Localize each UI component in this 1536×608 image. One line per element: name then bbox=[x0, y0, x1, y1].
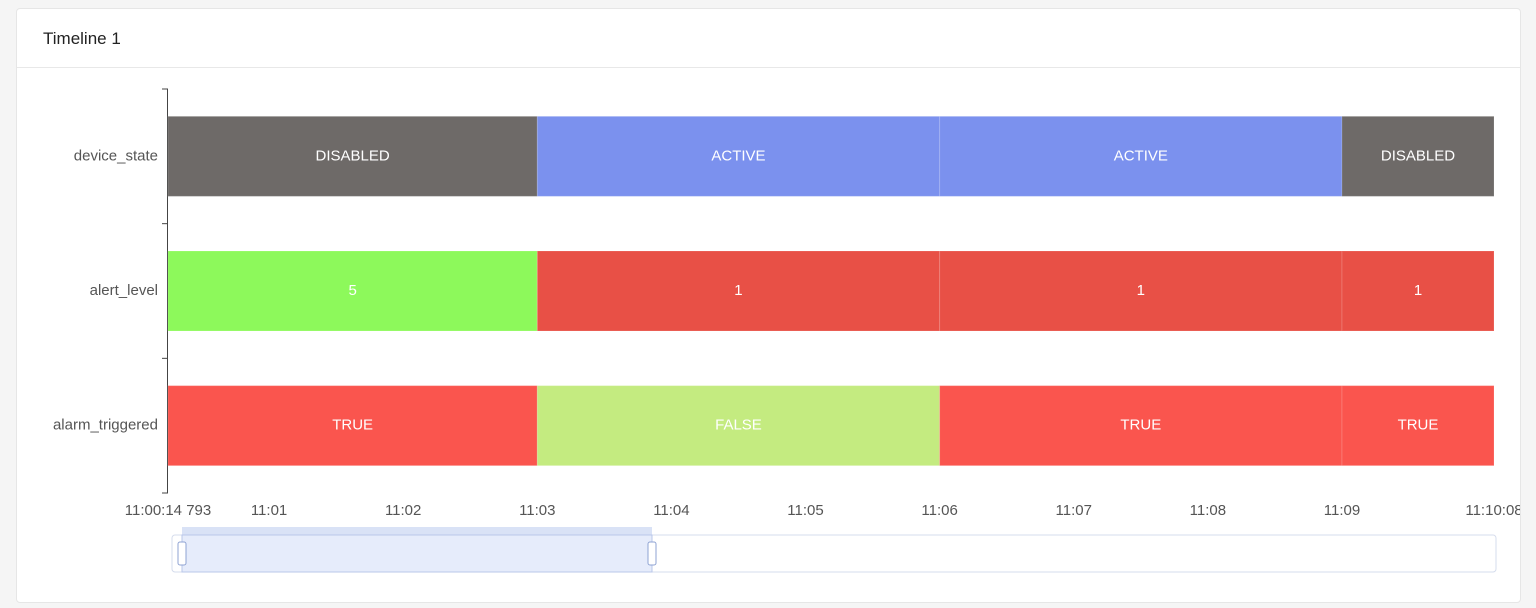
slider-handle[interactable] bbox=[647, 541, 657, 566]
x-tick-label: 11:06 bbox=[921, 502, 957, 519]
segment-label: TRUE bbox=[332, 417, 373, 434]
segment-label: TRUE bbox=[1398, 417, 1439, 434]
x-tick-label: 11:05 bbox=[787, 502, 823, 519]
segment bbox=[167, 250, 538, 332]
x-tick-label: 11:03 bbox=[519, 502, 555, 519]
segment bbox=[536, 115, 941, 197]
x-tick-label: 11:08 bbox=[1190, 502, 1226, 519]
segment bbox=[939, 250, 1343, 332]
x-tick-label: 11:04 bbox=[653, 502, 689, 519]
x-tick-label: 11:09 bbox=[1324, 502, 1360, 519]
x-tick-label: 11:01 bbox=[251, 502, 287, 519]
segment bbox=[1341, 250, 1495, 332]
slider-handle[interactable] bbox=[177, 541, 187, 566]
segment-label: 1 bbox=[1137, 282, 1145, 299]
row-label: alert_level bbox=[90, 282, 158, 299]
x-tick-label: 11:02 bbox=[385, 502, 421, 519]
x-tick-label: 11:10:08 bbox=[1465, 502, 1521, 519]
panel-header: Timeline 1 bbox=[17, 9, 1520, 68]
segment bbox=[939, 115, 1343, 197]
zoom-slider bbox=[171, 527, 1497, 573]
segment bbox=[939, 385, 1343, 467]
chart: device_state DISABLED ACTIVE ACTIVE DISABLED… bbox=[53, 88, 1521, 573]
x-tick-label: 11:07 bbox=[1056, 502, 1092, 519]
segment-label: 5 bbox=[348, 282, 356, 299]
slider-window[interactable] bbox=[181, 534, 653, 573]
x-tick-label: 11:00:14 793 bbox=[125, 502, 211, 519]
segment-label: ACTIVE bbox=[711, 147, 765, 164]
segment bbox=[1341, 115, 1495, 197]
segment-label: 1 bbox=[734, 282, 742, 299]
segment-label: ACTIVE bbox=[1114, 147, 1168, 164]
segment bbox=[536, 385, 941, 467]
segment-label: FALSE bbox=[715, 417, 762, 434]
segment bbox=[536, 250, 941, 332]
segment-label: TRUE bbox=[1120, 417, 1161, 434]
segment-label: DISABLED bbox=[1381, 147, 1455, 164]
row-label: alarm_triggered bbox=[53, 417, 158, 434]
segment-label: DISABLED bbox=[316, 147, 390, 164]
panel: Timeline 1 device_state DISABLED ACTIVE ACT… bbox=[16, 8, 1521, 603]
segment bbox=[1341, 385, 1495, 467]
slider-bar[interactable] bbox=[182, 527, 652, 535]
row-label: device_state bbox=[74, 147, 158, 164]
segment bbox=[167, 385, 538, 467]
chart-title: Timeline 1 bbox=[43, 29, 121, 48]
segment-label: 1 bbox=[1414, 282, 1422, 299]
segment bbox=[167, 115, 538, 197]
